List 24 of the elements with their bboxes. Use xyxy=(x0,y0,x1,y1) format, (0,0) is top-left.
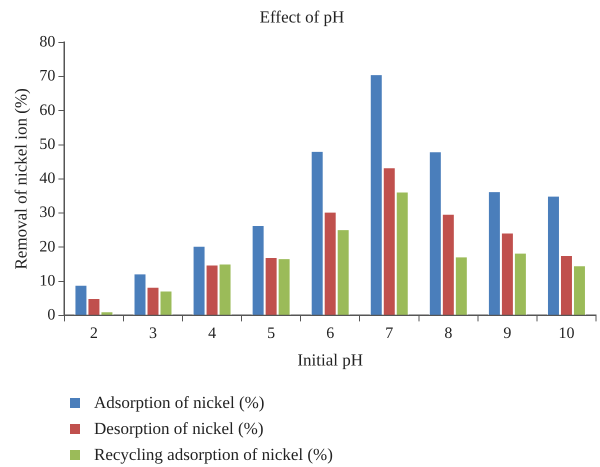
x-tick-label: 8 xyxy=(444,325,452,342)
y-tick-label: 80 xyxy=(39,34,56,51)
y-tick-label: 40 xyxy=(39,170,56,188)
y-tick-label: 0 xyxy=(47,306,56,324)
y-tick-label: 60 xyxy=(39,102,56,119)
x-tick-label: 4 xyxy=(208,325,216,342)
y-tick-label: 20 xyxy=(39,238,56,256)
chart-title: Effect of pH xyxy=(260,8,344,27)
x-tick-label: 2 xyxy=(90,325,98,342)
x-tick-label: 9 xyxy=(503,325,512,342)
y-tick-label: 30 xyxy=(39,204,56,222)
x-tick-label: 7 xyxy=(385,325,394,342)
x-tick-label: 10 xyxy=(558,325,574,342)
x-tick-label: 5 xyxy=(267,325,276,342)
legend-label: Adsorption of nickel (%) xyxy=(94,393,264,413)
x-tick-label: 6 xyxy=(326,325,334,342)
x-axis-title: Initial pH xyxy=(297,350,364,370)
legend-label: Recycling adsorption of nickel (%) xyxy=(94,445,333,465)
y-tick-label: 70 xyxy=(39,68,56,85)
y-tick-label: 10 xyxy=(39,272,56,290)
x-tick-label: 3 xyxy=(149,325,157,342)
y-tick-label: 50 xyxy=(39,136,56,153)
legend-label: Desorption of nickel (%) xyxy=(94,419,264,439)
y-axis-title: Removal of nickel ion (%) xyxy=(12,88,31,270)
